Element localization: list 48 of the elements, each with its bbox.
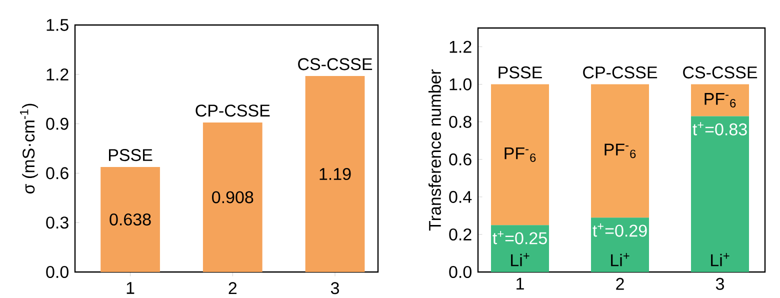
y-axis-title: σ (mS·cm$^{-1}$) xyxy=(20,104,38,194)
y-tick-label: 0.0 xyxy=(449,266,472,278)
y-tick-label: 0.3 xyxy=(46,216,68,229)
x-tick-label: 1 xyxy=(126,282,134,294)
bar xyxy=(491,84,550,226)
annotation: CS-CSSE xyxy=(683,66,758,78)
bar xyxy=(100,166,160,272)
annotation: CP-CSSE xyxy=(196,104,270,117)
x-tick-label: 2 xyxy=(616,278,624,290)
annotation: PSSE xyxy=(498,66,542,78)
y-tick-label: 1.2 xyxy=(46,68,68,80)
x-tick-label: 3 xyxy=(330,282,339,294)
y-tick-label: 0.9 xyxy=(46,118,68,130)
y-tick-label: 0.4 xyxy=(449,190,472,203)
annotation: PSSE xyxy=(109,149,152,162)
bar xyxy=(305,76,365,272)
data-label: 0.638 xyxy=(110,213,151,226)
annotation: CP-CSSE xyxy=(583,66,658,78)
series-label: Li$^{+}$ xyxy=(511,252,530,266)
y-tick-label: 0.6 xyxy=(46,167,68,180)
x-tick-label: 1 xyxy=(516,278,524,290)
data-label: 1.19 xyxy=(320,168,351,180)
y-tick-label: 0.2 xyxy=(449,228,472,240)
bar xyxy=(202,122,262,272)
y-tick-label: 0.6 xyxy=(449,153,472,166)
data-label: t$^{+}$=0.83 xyxy=(692,122,747,136)
x-tick-label: 2 xyxy=(228,282,237,294)
text: PF$^{-}$6 xyxy=(504,147,536,162)
data-label: t$^{+}$=0.25 xyxy=(492,230,547,244)
x-tick-label: 3 xyxy=(716,278,724,290)
bar xyxy=(591,84,649,218)
y-tick-label: 1.0 xyxy=(450,78,472,90)
bar xyxy=(691,84,750,116)
y-tick-label: 1.5 xyxy=(46,19,68,31)
text: Li$^{+}$ xyxy=(611,252,630,266)
y-axis-title: Transference number xyxy=(428,69,441,231)
bar xyxy=(691,116,750,272)
y-tick-label: 0.8 xyxy=(449,116,472,128)
y-tick-label: 1.2 xyxy=(450,40,472,53)
data-label: 0.908 xyxy=(212,191,254,204)
series-label: PF$^{-}$6 xyxy=(704,93,736,108)
bar xyxy=(491,225,550,272)
annotation: CS-CSSE xyxy=(298,58,372,70)
data-label: t$^{+}$=0.29 xyxy=(592,223,647,237)
text: PF$^{-}$6 xyxy=(604,144,636,158)
text: Li$^{+}$ xyxy=(711,252,730,266)
y-tick-label: 0.0 xyxy=(46,266,68,278)
bar xyxy=(591,218,649,272)
